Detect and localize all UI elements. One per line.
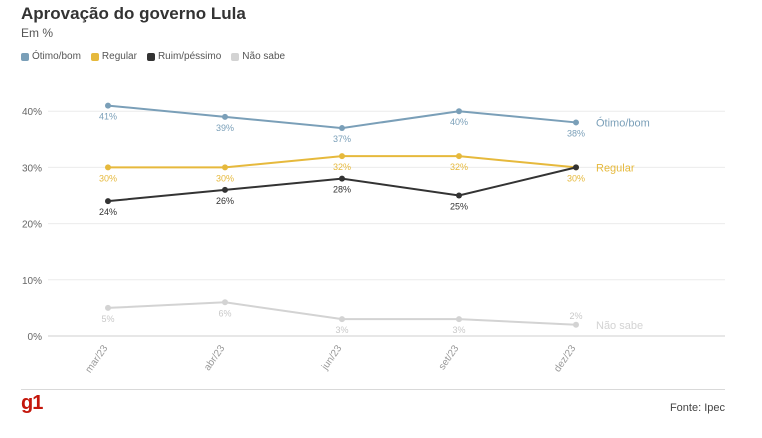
data-label: 3% (452, 325, 465, 335)
line-chart: 0% 10% 20% 30% 40% mar/23 abr/23 jun/23 set/23 de… (22, 102, 725, 375)
data-point (339, 153, 345, 160)
chart-legend: Ótimo/bom Regular Ruim/péssimo Não sabe (21, 51, 285, 62)
data-point (573, 321, 579, 328)
data-point (222, 299, 228, 306)
data-label: 40% (450, 117, 468, 127)
data-label: 3% (335, 325, 348, 335)
data-label: 26% (216, 196, 234, 206)
data-point (105, 164, 111, 171)
data-label: 5% (101, 314, 114, 324)
x-tick-label: abr/23 (202, 343, 228, 373)
data-label: 30% (99, 173, 117, 183)
series-end-label: Não sabe (596, 320, 643, 332)
data-label: 6% (218, 308, 231, 318)
legend-label: Não sabe (242, 51, 286, 62)
data-point (573, 164, 579, 171)
x-tick-label: jun/23 (319, 343, 344, 373)
chart-subtitle: Em % (21, 26, 54, 40)
data-point (456, 316, 462, 323)
legend-swatch (90, 52, 99, 61)
y-tick-label: 10% (22, 276, 42, 287)
data-point (456, 108, 462, 115)
data-point (222, 186, 228, 193)
data-point (105, 198, 111, 205)
x-tick-label: set/23 (437, 343, 462, 372)
data-point (339, 125, 345, 132)
data-point (105, 304, 111, 311)
data-point (573, 119, 579, 126)
data-label: 32% (333, 162, 351, 172)
legend-label: Ruim/péssimo (157, 51, 222, 62)
data-point (222, 113, 228, 120)
g1-logo: g1 (21, 392, 43, 414)
y-tick-label: 40% (22, 107, 42, 118)
footer-divider (21, 389, 725, 390)
legend-swatch (21, 52, 29, 61)
data-label: 2% (569, 311, 582, 321)
data-label: 30% (216, 173, 234, 183)
data-point (105, 102, 111, 109)
series-end-label: Regular (596, 162, 635, 174)
legend-swatch (231, 52, 240, 61)
data-label: 28% (333, 185, 351, 195)
data-label: 24% (99, 207, 117, 217)
chart-title: Aprovação do governo Lula (21, 4, 246, 23)
data-label: 30% (567, 173, 585, 183)
series-end-label: Ótimo/bom (596, 116, 650, 129)
y-tick-label: 0% (28, 332, 43, 343)
legend-item: Ruim/péssimo (146, 51, 222, 62)
legend-item: Ótimo/bom (21, 51, 81, 62)
legend-item: Regular (90, 51, 137, 62)
x-tick-label: mar/23 (84, 343, 111, 375)
legend-item: Não sabe (231, 51, 285, 62)
data-label: 37% (333, 134, 351, 144)
y-tick-label: 30% (22, 163, 42, 174)
legend-swatch (146, 52, 155, 61)
series-line (107, 104, 577, 130)
legend-label: Regular (101, 51, 137, 62)
x-tick-label: dez/23 (552, 343, 578, 374)
data-point (456, 192, 462, 199)
source-note: Fonte: Ipec (669, 402, 725, 414)
data-label: 39% (216, 123, 234, 133)
data-label: 32% (450, 162, 468, 172)
data-point (222, 164, 228, 171)
data-point (456, 153, 462, 160)
data-label: 41% (99, 112, 117, 122)
data-point (339, 175, 345, 182)
data-point (339, 316, 345, 323)
data-label: 38% (567, 128, 585, 138)
y-tick-label: 20% (22, 220, 42, 231)
legend-label: Ótimo/bom (32, 51, 81, 62)
data-label: 25% (450, 202, 468, 212)
